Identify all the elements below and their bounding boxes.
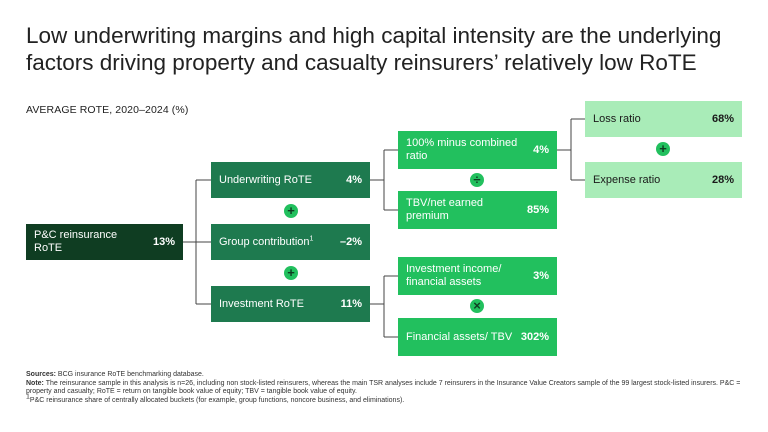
node-value: 4% <box>533 143 549 156</box>
node-tbv-net-earned-premium: TBV/net earned premium 85% <box>398 191 557 229</box>
footnote-1: 1P&C reinsurance share of centrally allo… <box>26 393 405 405</box>
node-value: 68% <box>711 112 734 125</box>
node-value: 4% <box>346 173 362 186</box>
plus-operator-icon: + <box>284 204 298 218</box>
root-node-pc-reinsurance-rote: P&C reinsurance RoTE 13% <box>26 224 183 260</box>
node-value: 85% <box>526 203 549 216</box>
node-combined-ratio: 100% minus combined ratio 4% <box>398 131 557 169</box>
divide-operator-icon: ÷ <box>470 173 484 187</box>
footnotes: Sources: BCG insurance RoTE benchmarking… <box>26 371 746 406</box>
node-value: 13% <box>152 235 175 248</box>
node-investment-income-financial-assets: Investment income/ financial assets 3% <box>398 257 557 295</box>
node-label: Underwriting RoTE <box>219 173 312 186</box>
sources-line: Sources: BCG insurance RoTE benchmarking… <box>26 371 204 378</box>
node-label: Investment income/ financial assets <box>406 263 502 288</box>
node-group-contribution: Group contribution1 –2% <box>211 224 370 260</box>
note-line: Note: The reinsurance sample in this ana… <box>26 379 741 396</box>
node-label: P&C reinsurance RoTE <box>34 229 118 254</box>
node-loss-ratio: Loss ratio 68% <box>585 101 742 137</box>
node-underwriting-rote: Underwriting RoTE 4% <box>211 162 370 198</box>
footnote-marker: 1 <box>309 234 314 242</box>
node-value: 11% <box>340 297 362 310</box>
node-value: 302% <box>520 330 549 343</box>
times-operator-icon: × <box>470 299 484 313</box>
node-label: 100% minus combined ratio <box>406 137 518 162</box>
node-value: –2% <box>339 235 362 248</box>
plus-operator-icon: + <box>656 142 670 156</box>
node-financial-assets-tbv: Financial assets/ TBV 302% <box>398 318 557 356</box>
node-expense-ratio: Expense ratio 28% <box>585 162 742 198</box>
node-value: 28% <box>711 173 734 186</box>
page-title: Low underwriting margins and high capita… <box>26 23 722 75</box>
plus-operator-icon: + <box>284 266 298 280</box>
node-investment-rote: Investment RoTE 11% <box>211 286 370 322</box>
node-label: Investment RoTE <box>219 297 304 310</box>
node-label: Group contribution1 <box>219 234 314 248</box>
node-label: Financial assets/ TBV <box>406 330 513 343</box>
chart-subtitle: AVERAGE ROTE, 2020–2024 (%) <box>26 104 189 116</box>
node-label: TBV/net earned premium <box>406 197 484 222</box>
node-value: 3% <box>533 269 549 282</box>
node-label: Loss ratio <box>593 112 641 125</box>
node-label: Expense ratio <box>593 173 661 186</box>
